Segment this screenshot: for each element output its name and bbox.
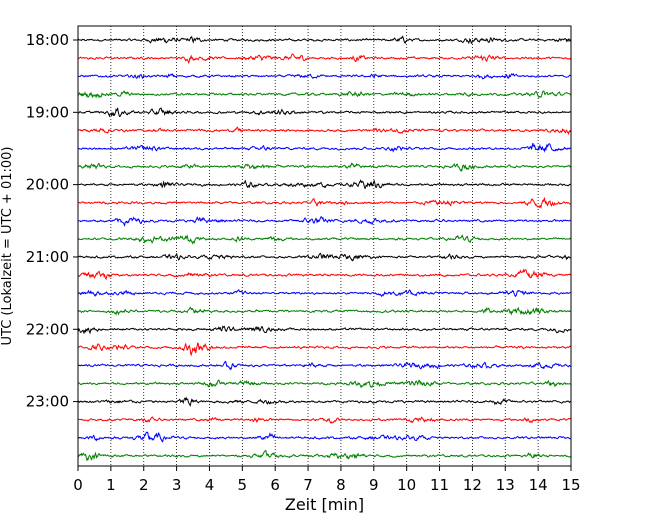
x-tick-label: 1 <box>106 476 116 494</box>
y-tick-label: 20:00 <box>26 176 69 194</box>
x-tick-label: 5 <box>238 476 248 494</box>
x-tick-label: 6 <box>270 476 280 494</box>
y-tick-label: 23:00 <box>26 393 69 411</box>
y-tick-label: 19:00 <box>26 103 69 121</box>
y-tick-label: 18:00 <box>26 31 69 49</box>
trace-line <box>78 416 572 424</box>
trace-line <box>77 196 572 209</box>
trace-line <box>77 162 572 172</box>
x-tick-label: 11 <box>430 476 449 494</box>
trace-line <box>77 306 572 316</box>
y-tick-label: 21:00 <box>26 248 69 266</box>
y-axis-ticks: 18:00 19:00 20:00 21:00 22:00 23:00 <box>26 31 78 411</box>
x-tick-label: 7 <box>303 476 313 494</box>
x-tick-label: 4 <box>205 476 215 494</box>
x-tick-label: 0 <box>73 476 83 494</box>
trace-line <box>77 179 572 190</box>
trace-line <box>77 53 572 65</box>
x-tick-label: 9 <box>369 476 379 494</box>
x-tick-label: 10 <box>397 476 416 494</box>
y-axis-label: UTC (Lokalzeit = UTC + 01:00) <box>0 147 15 346</box>
x-tick-label: 8 <box>336 476 346 494</box>
trace-line <box>77 360 572 371</box>
plot-background <box>78 26 571 466</box>
trace-line <box>77 325 572 335</box>
trace-line <box>77 35 572 45</box>
trace-line <box>77 431 572 443</box>
x-axis-label: Zeit [min] <box>285 495 364 514</box>
trace-line <box>77 268 572 281</box>
trace-line <box>77 126 572 136</box>
trace-group <box>77 35 572 462</box>
trace-line <box>77 142 572 153</box>
x-axis-ticks: 0 1 2 3 4 5 6 7 8 9 10 11 12 13 14 15 <box>73 466 581 494</box>
x-tick-label: 2 <box>139 476 149 494</box>
x-tick-label: 15 <box>561 476 580 494</box>
x-tick-label: 3 <box>172 476 182 494</box>
y-tick-label: 22:00 <box>26 320 69 338</box>
x-tick-label: 12 <box>463 476 482 494</box>
trace-line <box>77 379 572 389</box>
trace-line <box>77 449 572 462</box>
vertical-gridlines <box>110 26 539 466</box>
trace-line <box>77 216 572 227</box>
trace-line <box>77 90 572 99</box>
x-tick-label: 13 <box>496 476 515 494</box>
trace-line <box>77 234 572 245</box>
trace-line <box>77 289 572 298</box>
trace-line <box>77 396 572 407</box>
plot-frame <box>77 25 572 467</box>
trace-line <box>77 72 572 80</box>
trace-line <box>77 107 572 118</box>
x-tick-label: 14 <box>529 476 548 494</box>
trace-line <box>77 342 572 357</box>
trace-line <box>77 252 572 262</box>
